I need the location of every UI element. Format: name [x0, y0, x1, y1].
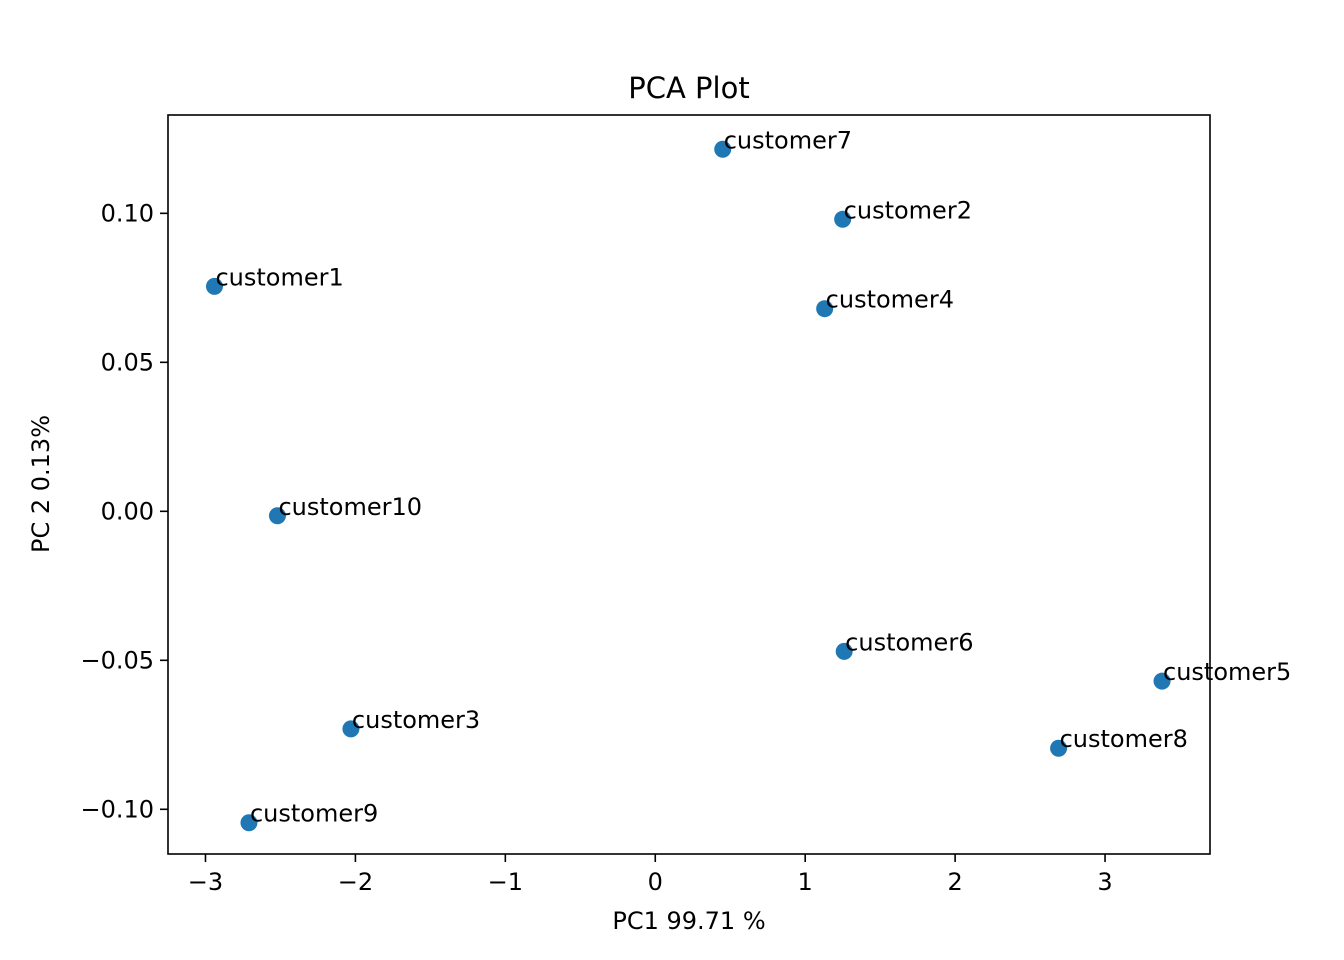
x-tick-label: −2	[338, 868, 373, 896]
point-label-customer4: customer4	[826, 286, 954, 314]
y-axis-label: PC 2 0.13%	[27, 415, 55, 553]
x-tick-label: −3	[188, 868, 223, 896]
y-tick-label: −0.05	[80, 646, 154, 674]
x-tick-label: 0	[648, 868, 663, 896]
data-point-customer4	[816, 300, 834, 318]
data-point-customer8	[1050, 739, 1068, 757]
chart-title: PCA Plot	[628, 71, 749, 105]
data-point-customer3	[342, 720, 360, 738]
axes-frame	[167, 114, 1211, 855]
point-label-customer8: customer8	[1060, 725, 1188, 753]
point-label-customer3: customer3	[352, 706, 480, 734]
point-label-customer10: customer10	[278, 493, 422, 521]
x-tick-label: 2	[947, 868, 962, 896]
x-axis-label: PC1 99.71 %	[612, 907, 765, 935]
y-tick-label: 0.10	[101, 199, 154, 227]
point-label-customer7: customer7	[724, 126, 852, 154]
y-tick-label: −0.10	[80, 795, 154, 823]
point-label-customer5: customer5	[1163, 658, 1291, 686]
y-tick-label: 0.00	[101, 497, 154, 525]
data-point-customer10	[268, 507, 286, 525]
x-tick-label: 1	[798, 868, 813, 896]
y-tick-label: 0.05	[101, 348, 154, 376]
data-point-customer5	[1153, 672, 1171, 690]
x-tick-label: −1	[488, 868, 523, 896]
point-label-customer2: customer2	[844, 196, 972, 224]
data-point-customer2	[834, 210, 852, 228]
point-label-customer1: customer1	[215, 263, 343, 291]
plot-area: −3 −2 −1 0 1 2 3 −0.10 −0.05 0.00 0.05 0.10 customer…	[80, 126, 1291, 896]
point-label-customer9: customer9	[250, 800, 378, 828]
data-point-customer9	[240, 814, 258, 832]
data-point-customer1	[205, 277, 223, 295]
data-point-customer6	[835, 642, 853, 660]
point-label-customer6: customer6	[845, 628, 973, 656]
data-point-customer7	[714, 140, 732, 158]
x-tick-label: 3	[1097, 868, 1112, 896]
